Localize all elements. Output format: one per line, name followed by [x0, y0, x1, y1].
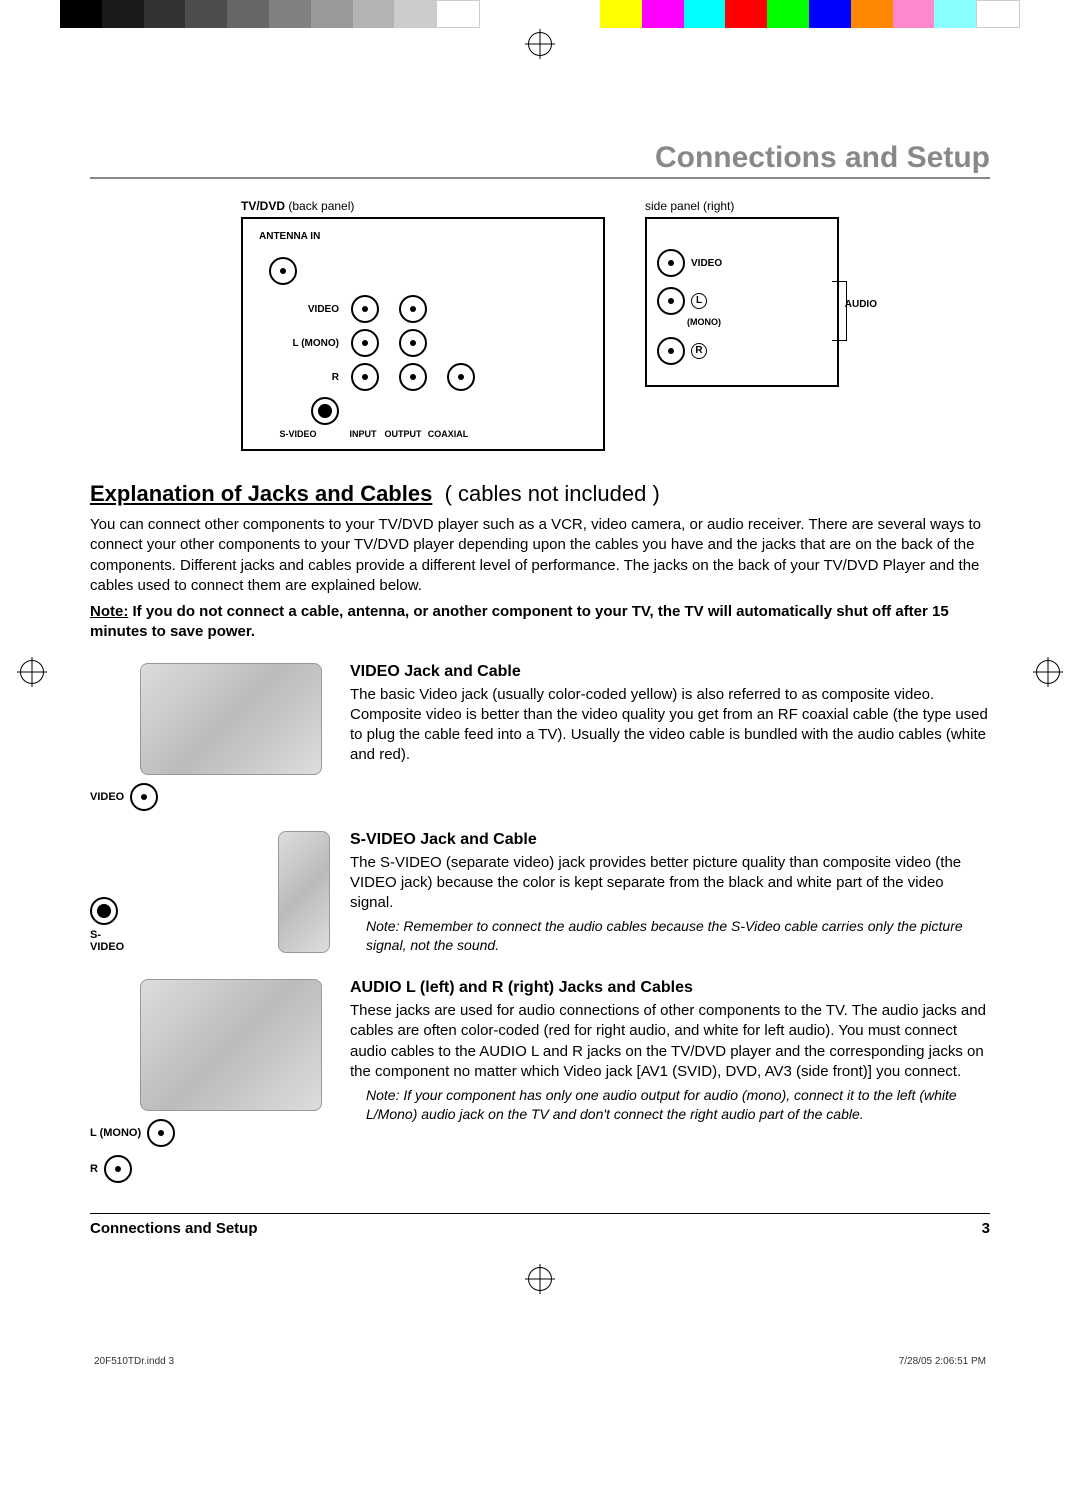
antenna-jack-icon [269, 257, 297, 285]
print-timestamp: 7/28/05 2:06:51 PM [899, 1356, 986, 1367]
svideo-jack-heading: S-VIDEO Jack and Cable [350, 831, 990, 849]
coaxial-col-label: COAXIAL [423, 429, 473, 439]
audio-jack-text: These jacks are used for audio connectio… [350, 1001, 990, 1082]
svideo-col-label: S-VIDEO [253, 429, 343, 439]
svideo-jack-icon [311, 397, 339, 425]
output-col-label: OUTPUT [383, 429, 423, 439]
power-note: Note: If you do not connect a cable, ant… [90, 602, 990, 643]
coaxial-jack-icon [447, 363, 475, 391]
svideo-jack-section: S-VIDEO S-VIDEO Jack and Cable The S-VID… [90, 831, 990, 960]
svideo-jack-side-icon [90, 897, 118, 925]
back-panel-label: TV/DVD (back panel) [241, 199, 605, 213]
side-mono-label: (MONO) [687, 317, 827, 327]
lmono-row-label: L (MONO) [253, 338, 343, 349]
audio-l-label: L (MONO) [90, 1127, 141, 1139]
side-r-jack-icon [657, 337, 685, 365]
audio-cable-image [140, 979, 322, 1111]
video-input-jack-icon [351, 295, 379, 323]
print-footer: 20F510TDr.indd 3 7/28/05 2:06:51 PM [90, 1356, 990, 1367]
registration-mark-bottom [90, 1267, 990, 1296]
antenna-label: ANTENNA IN [259, 231, 320, 242]
back-panel-box: ANTENNA IN VIDEO L (MONO) R [241, 217, 605, 451]
video-jack-side-icon [130, 783, 158, 811]
audio-jack-section: L (MONO) R AUDIO L (left) and R (right) … [90, 979, 990, 1183]
side-panel-label: side panel (right) [645, 199, 839, 213]
video-jack-side-label: VIDEO [90, 791, 124, 803]
side-video-label: VIDEO [691, 258, 722, 269]
side-l-jack-icon [657, 287, 685, 315]
side-r-letter: R [691, 343, 707, 359]
audio-bracket [832, 281, 847, 341]
lmono-output-jack-icon [399, 329, 427, 357]
video-output-jack-icon [399, 295, 427, 323]
explanation-heading: Explanation of Jacks and Cables ( cables… [90, 481, 990, 507]
side-audio-label: AUDIO [845, 299, 877, 310]
svideo-cable-image [278, 831, 330, 953]
r-output-jack-icon [399, 363, 427, 391]
audio-r-jack-icon [104, 1155, 132, 1183]
page-footer: Connections and Setup 3 [90, 1213, 990, 1237]
print-color-bar [0, 0, 1080, 28]
footer-page-number: 3 [982, 1220, 990, 1237]
section-title: Connections and Setup [90, 141, 990, 179]
side-l-letter: L [691, 293, 707, 309]
video-cable-image [140, 663, 322, 775]
input-col-label: INPUT [343, 429, 383, 439]
footer-section: Connections and Setup [90, 1220, 258, 1237]
audio-jack-note: Note: If your component has only one aud… [366, 1086, 990, 1124]
audio-l-jack-icon [147, 1119, 175, 1147]
registration-mark-top [0, 32, 1080, 61]
r-row-label: R [253, 372, 343, 383]
side-panel-box: VIDEO L (MONO) R AUDIO [645, 217, 839, 387]
video-jack-text: The basic Video jack (usually color-code… [350, 685, 990, 766]
svideo-jack-text: The S-VIDEO (separate video) jack provid… [350, 853, 990, 914]
panel-diagrams: TV/DVD (back panel) ANTENNA IN VIDEO L (… [90, 199, 990, 451]
print-file: 20F510TDr.indd 3 [94, 1356, 174, 1367]
video-jack-heading: VIDEO Jack and Cable [350, 663, 990, 681]
lmono-input-jack-icon [351, 329, 379, 357]
video-jack-section: VIDEO VIDEO Jack and Cable The basic Vid… [90, 663, 990, 811]
svideo-jack-side-label: S-VIDEO [90, 929, 128, 953]
video-row-label: VIDEO [253, 304, 343, 315]
audio-jack-heading: AUDIO L (left) and R (right) Jacks and C… [350, 979, 990, 997]
intro-paragraph: You can connect other components to your… [90, 515, 990, 596]
side-video-jack-icon [657, 249, 685, 277]
svideo-jack-note: Note: Remember to connect the audio cabl… [366, 917, 990, 955]
r-input-jack-icon [351, 363, 379, 391]
audio-r-label: R [90, 1163, 98, 1175]
